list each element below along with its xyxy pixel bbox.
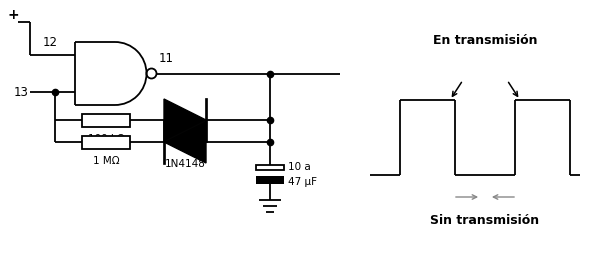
- Polygon shape: [164, 121, 206, 163]
- Text: 1 MΩ: 1 MΩ: [93, 157, 120, 167]
- Text: Sin transmisión: Sin transmisión: [430, 213, 539, 227]
- Text: 1N4148: 1N4148: [165, 159, 205, 169]
- Text: 47 μF: 47 μF: [288, 177, 317, 187]
- Text: 10 a: 10 a: [288, 162, 311, 172]
- Text: +: +: [7, 8, 19, 22]
- Polygon shape: [164, 99, 206, 141]
- Text: 100 kΩ: 100 kΩ: [88, 134, 124, 145]
- Text: 11: 11: [159, 52, 173, 65]
- Text: 12: 12: [43, 35, 58, 49]
- Bar: [256, 165, 284, 170]
- Text: 13: 13: [14, 86, 29, 98]
- Bar: [82, 114, 130, 127]
- Bar: [82, 135, 130, 149]
- Text: En transmisión: En transmisión: [433, 33, 538, 46]
- Bar: [256, 176, 284, 184]
